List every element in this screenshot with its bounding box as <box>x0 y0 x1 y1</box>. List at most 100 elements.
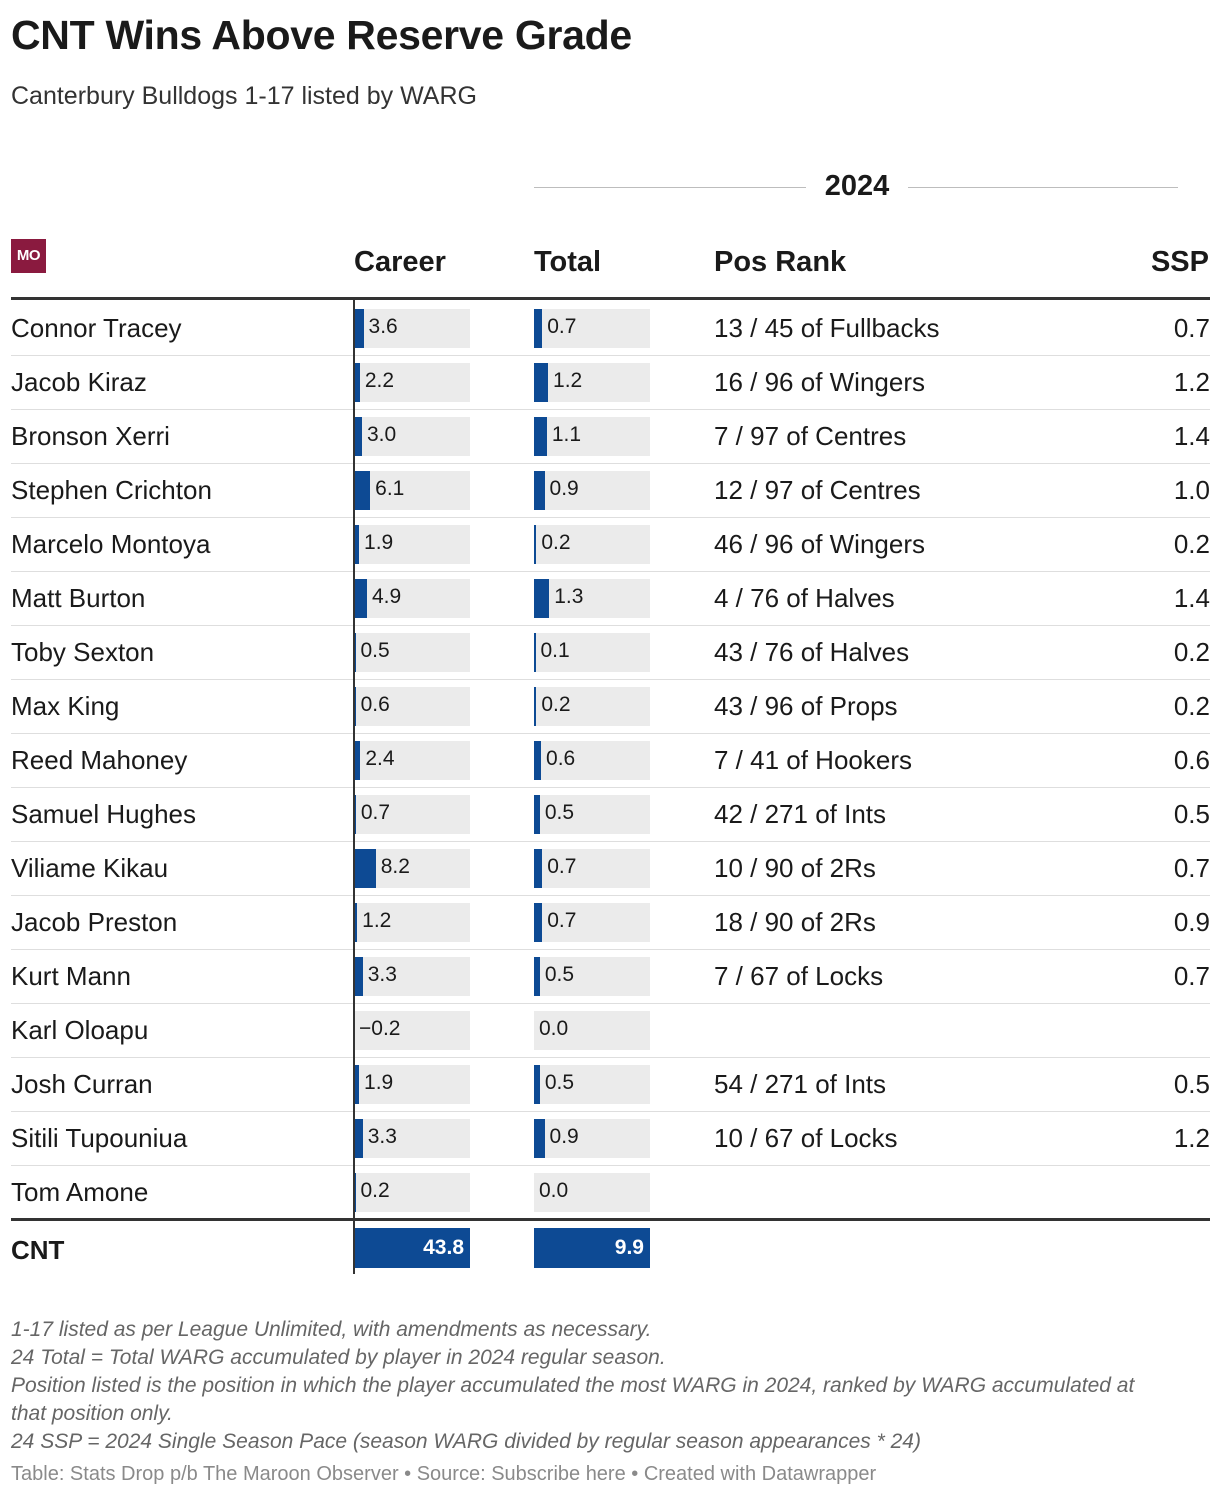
player-name: Matt Burton <box>11 583 146 613</box>
career-bar-cell: 3.3 <box>354 957 470 996</box>
total-bar-cell: 0.7 <box>534 903 650 942</box>
total-bar <box>534 363 549 402</box>
career-value: 1.9 <box>364 531 394 554</box>
table-row: Toby Sexton 0.5 0.1 43 / 76 of Halves 0.2 <box>11 625 1210 680</box>
total-value: 1.2 <box>553 369 583 392</box>
pos-rank: 4 / 76 of Halves <box>714 583 895 613</box>
career-bar-cell: 1.9 <box>354 525 470 564</box>
total-bar-cell: 1.1 <box>534 417 650 456</box>
pos-rank: 7 / 41 of Hookers <box>714 745 912 775</box>
pos-rank: 7 / 67 of Locks <box>714 961 884 991</box>
footnote: 24 SSP = 2024 Single Season Pace (season… <box>11 1430 921 1453</box>
career-bar-cell: 8.2 <box>354 849 470 888</box>
table-row: Max King 0.6 0.2 43 / 96 of Props 0.2 <box>11 679 1210 734</box>
header-career[interactable]: Career <box>354 246 446 278</box>
pos-rank: 43 / 96 of Props <box>714 691 898 721</box>
footnote: Position listed is the position in which… <box>11 1374 1135 1425</box>
career-bar <box>354 471 371 510</box>
career-value: 2.4 <box>365 747 395 770</box>
ssp-value: 1.2 <box>1173 1123 1210 1153</box>
career-value: 6.1 <box>375 477 405 500</box>
player-name: Josh Curran <box>11 1069 153 1099</box>
total-value: 0.5 <box>544 1071 575 1094</box>
career-value: 1.2 <box>362 909 392 932</box>
group-divider-right <box>908 187 1178 188</box>
career-value: 3.3 <box>367 1125 397 1148</box>
career-value: 2.2 <box>364 369 395 392</box>
ssp-value: 0.7 <box>1173 853 1210 883</box>
ssp-value: 1.2 <box>1173 367 1210 397</box>
table-row: Reed Mahoney 2.4 0.6 7 / 41 of Hookers 0.6 <box>11 733 1210 788</box>
ssp-value: 0.6 <box>1173 745 1210 775</box>
maroon-observer-logo: MO <box>11 239 46 273</box>
chart-title: CNT Wins Above Reserve Grade <box>11 12 632 58</box>
table-row: Jacob Kiraz 2.2 1.2 16 / 96 of Wingers 1.2 <box>11 355 1210 410</box>
ssp-value: 0.2 <box>1173 529 1210 559</box>
player-name: Toby Sexton <box>11 637 155 667</box>
player-name: Kurt Mann <box>11 961 131 991</box>
player-name: Jacob Preston <box>11 907 178 937</box>
total-bar <box>534 1065 540 1104</box>
pos-rank: 10 / 67 of Locks <box>714 1123 898 1153</box>
player-name: Marcelo Montoya <box>11 529 211 559</box>
pos-rank: 42 / 271 of Ints <box>714 799 887 829</box>
header-pos-rank[interactable]: Pos Rank <box>714 246 847 278</box>
total-value: 0.9 <box>549 477 579 500</box>
total-value: 0.7 <box>547 909 577 932</box>
total-bar-cell: 0.1 <box>534 633 650 672</box>
pos-rank: 46 / 96 of Wingers <box>714 529 925 559</box>
group-label-year: 2024 <box>824 170 890 202</box>
career-value: −0.2 <box>359 1017 401 1040</box>
total-value: 0.0 <box>539 1017 569 1040</box>
header-total[interactable]: Total <box>534 246 602 278</box>
total-bar <box>534 579 550 618</box>
total-value: 0.5 <box>544 801 575 824</box>
header-rule <box>11 297 1210 300</box>
ssp-value: 0.2 <box>1173 691 1210 721</box>
total-bar-cell: 0.0 <box>534 1173 650 1212</box>
player-name: Bronson Xerri <box>11 421 170 451</box>
table-row: Josh Curran 1.9 0.5 54 / 271 of Ints 0.5 <box>11 1057 1210 1112</box>
table-row: Kurt Mann 3.3 0.5 7 / 67 of Locks 0.7 <box>11 949 1210 1004</box>
pos-rank: 12 / 97 of Centres <box>714 475 921 505</box>
total-bar-cell: 0.0 <box>534 1011 650 1050</box>
career-bar <box>354 363 360 402</box>
total-bar-cell: 0.5 <box>534 1065 650 1104</box>
total-value: 0.7 <box>547 315 577 338</box>
career-bar-cell: 0.7 <box>354 795 470 834</box>
table-row: Viliame Kikau 8.2 0.7 10 / 90 of 2Rs 0.7 <box>11 841 1210 896</box>
ssp-value: 0.7 <box>1173 961 1210 991</box>
total-bar-cell: 0.7 <box>534 309 650 348</box>
total-value: 0.6 <box>546 747 576 770</box>
total-bar <box>534 795 540 834</box>
career-value: 3.3 <box>367 963 397 986</box>
total-bar-cell: 0.7 <box>534 849 650 888</box>
footnote: 24 Total = Total WARG accumulated by pla… <box>11 1346 666 1369</box>
table-row: Jacob Preston 1.2 0.7 18 / 90 of 2Rs 0.9 <box>11 895 1210 950</box>
column-group-header: 2024 <box>534 168 1178 208</box>
total-bar <box>534 417 547 456</box>
career-bar <box>354 525 360 564</box>
player-name: Tom Amone <box>11 1177 149 1207</box>
total-bar-cell: 0.9 <box>534 471 650 510</box>
career-bar-cell: 6.1 <box>354 471 470 510</box>
total-value: 0.7 <box>547 855 577 878</box>
total-bar <box>534 1119 545 1158</box>
player-name: Stephen Crichton <box>11 475 212 505</box>
totals-career-bar: 43.8 <box>354 1228 470 1268</box>
total-value: 0.1 <box>540 639 570 662</box>
ssp-value: 1.4 <box>1173 583 1210 613</box>
career-bar-cell: 3.3 <box>354 1119 470 1158</box>
player-name: Viliame Kikau <box>11 853 169 883</box>
header-ssp[interactable]: SSP <box>1150 246 1209 278</box>
career-bar-cell: 3.6 <box>354 309 470 348</box>
total-bar <box>534 687 537 726</box>
career-value: 3.0 <box>366 423 397 446</box>
total-bar <box>534 471 545 510</box>
ssp-value: 0.9 <box>1173 907 1210 937</box>
total-bar-cell: 0.2 <box>534 525 650 564</box>
ssp-value: 1.0 <box>1173 475 1210 505</box>
career-bar-cell: 1.9 <box>354 1065 470 1104</box>
career-value: 3.6 <box>368 315 398 338</box>
table-row: Matt Burton 4.9 1.3 4 / 76 of Halves 1.4 <box>11 571 1210 626</box>
